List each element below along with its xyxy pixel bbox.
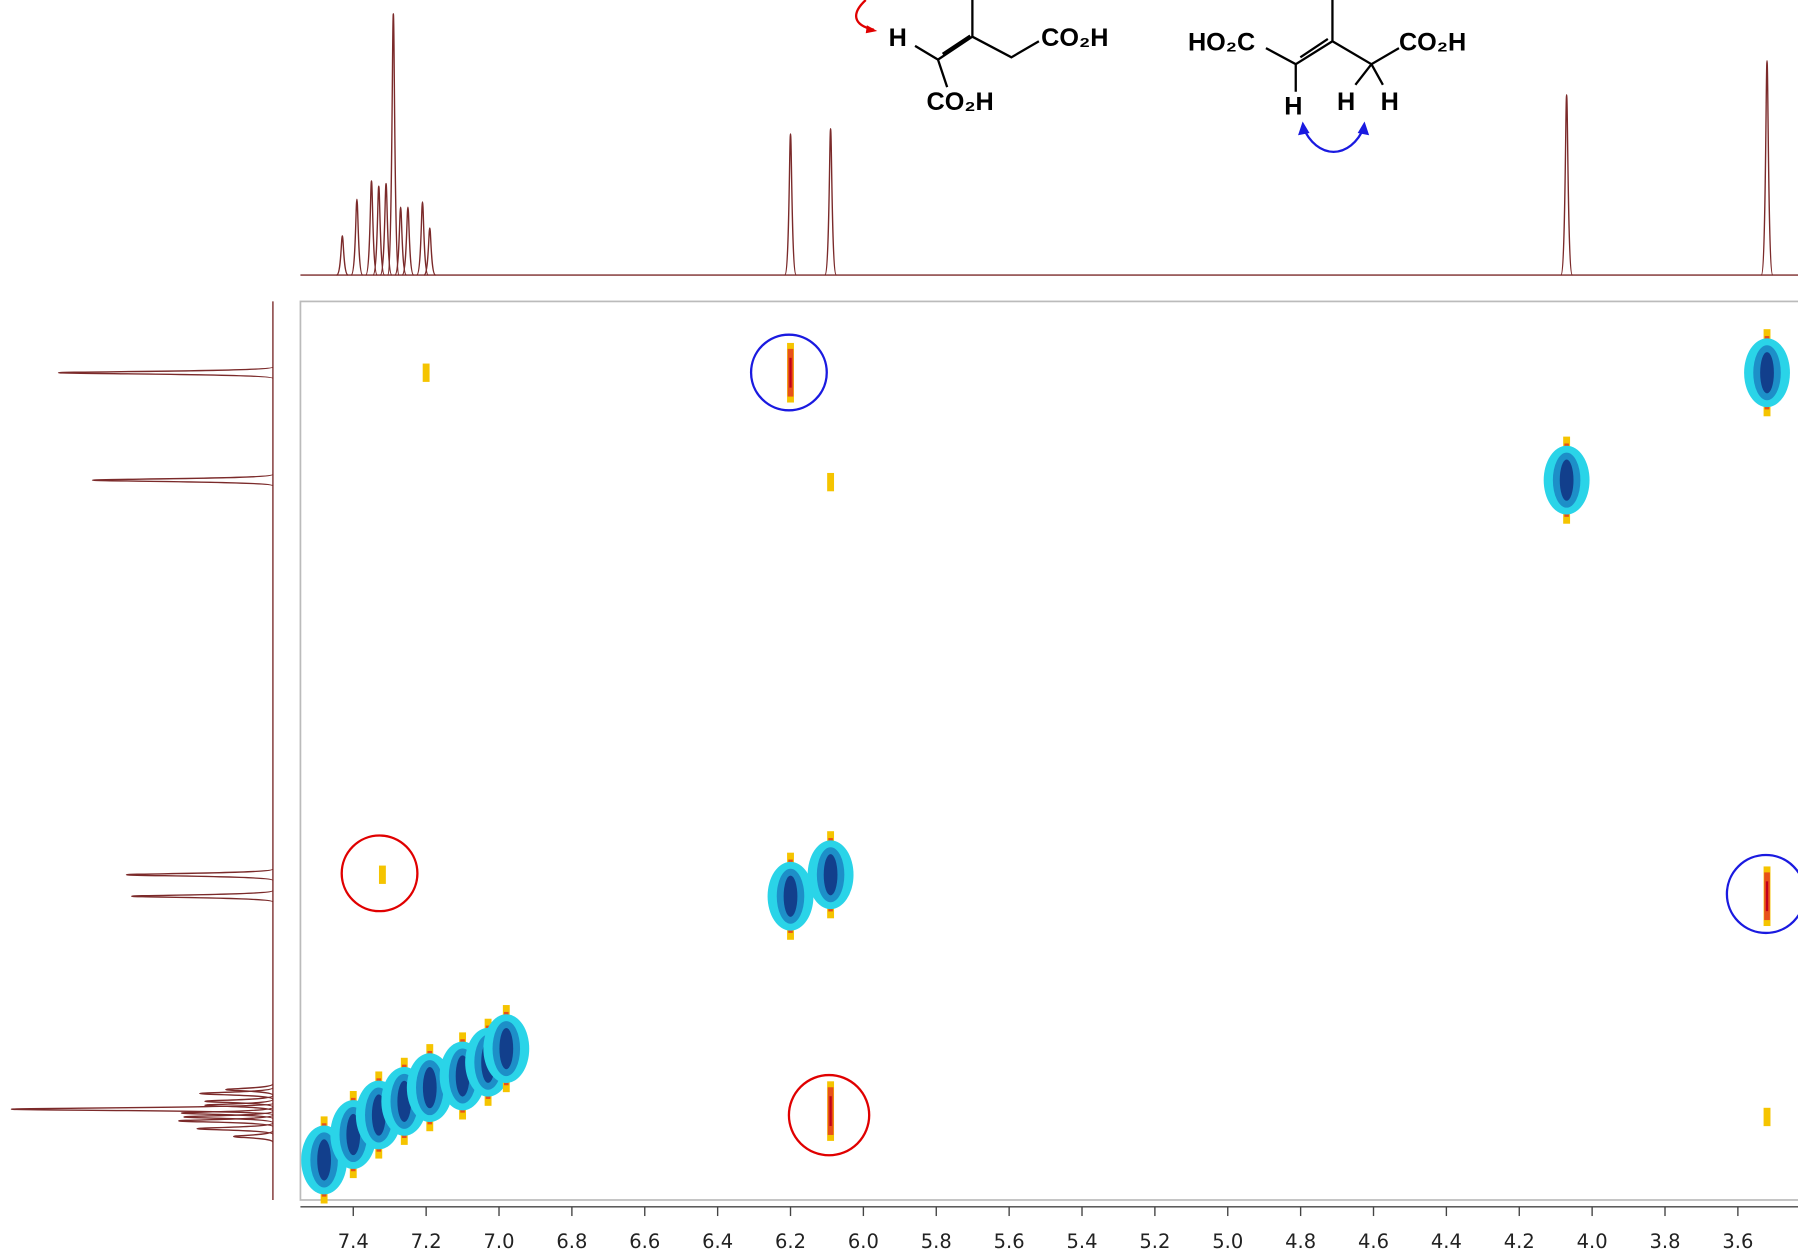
x-tick-label: 4.2 <box>1504 1230 1535 1253</box>
top-projection-peak <box>423 227 437 276</box>
x-tick-label: 7.0 <box>484 1230 515 1253</box>
left-projection-peak <box>178 1114 274 1128</box>
x-tick-label: 4.0 <box>1577 1230 1608 1253</box>
x-tick-label: 6.2 <box>775 1230 806 1253</box>
peaks-layer <box>301 329 1790 1204</box>
atom-label: H <box>1381 88 1399 116</box>
top-projection-peak <box>416 201 429 276</box>
peak-core <box>422 1067 437 1109</box>
cross-peak <box>422 363 430 382</box>
peak-core <box>1559 459 1574 501</box>
diagonal-peak <box>767 852 814 940</box>
left-projection-peak <box>91 473 274 487</box>
atom-label: CO₂H <box>1041 24 1108 52</box>
arrowhead <box>1298 121 1370 136</box>
left-projection-peak <box>10 1102 274 1116</box>
arrow <box>1301 125 1366 153</box>
peak-edge <box>827 472 835 492</box>
cross-peak <box>827 472 835 492</box>
diagonal-peak <box>807 831 854 919</box>
atom-label: H <box>1284 93 1302 121</box>
peak-core <box>317 1139 331 1181</box>
top-projection-peak <box>401 206 415 276</box>
noe-circle <box>340 834 419 913</box>
noe-circle <box>1725 853 1798 935</box>
peak-core <box>829 1096 832 1127</box>
left-projection-peak <box>196 1122 274 1136</box>
left-projection-peak <box>199 1087 274 1100</box>
top-projection-peak <box>394 206 408 276</box>
atom-label: HO₂C <box>1188 28 1255 56</box>
left-projection-peak <box>180 1106 274 1120</box>
top-projection-peak <box>365 180 378 276</box>
plot-frame <box>299 300 1798 1201</box>
atom-label: CO₂H <box>1399 28 1466 56</box>
cross-peak <box>1763 866 1771 927</box>
left-projection-peak <box>57 366 274 380</box>
top-projection-peak <box>379 182 393 276</box>
x-tick-label: 5.0 <box>1212 1230 1243 1253</box>
arrowhead <box>865 25 878 34</box>
top-projection-peak <box>824 128 837 276</box>
bonds <box>1265 0 1400 92</box>
left-projection-peak <box>204 1098 274 1112</box>
cross-peak <box>378 865 386 884</box>
x-tick-label: 4.6 <box>1358 1230 1389 1253</box>
x-tick-label: 4.4 <box>1431 1230 1462 1253</box>
noe-circle <box>749 333 828 412</box>
top-projection-peak <box>1760 60 1774 276</box>
structures: H CO₂H CO₂H HO₂C CO₂H H H H <box>855 0 1466 153</box>
top-projection-peak <box>784 133 797 276</box>
noe-circle <box>787 1073 871 1157</box>
peak-edge <box>378 865 386 884</box>
top-projection-peak <box>372 185 386 276</box>
left-projection-peak <box>204 1094 274 1108</box>
peak-edge <box>422 363 430 382</box>
peak-core <box>783 875 798 917</box>
peak-edge <box>1763 1107 1771 1127</box>
annotations <box>340 333 1798 1157</box>
top-projection-peak <box>335 235 349 276</box>
x-tick-label: 5.4 <box>1067 1230 1098 1253</box>
x-tick-label: 5.2 <box>1139 1230 1170 1253</box>
x-tick-label: 6.4 <box>702 1230 733 1253</box>
x-tick-label: 4.8 <box>1285 1230 1316 1253</box>
peak-core <box>1765 881 1769 912</box>
x-tick-label: 7.2 <box>411 1230 442 1253</box>
top-projection-peak <box>1560 94 1574 276</box>
atom-label: CO₂H <box>927 88 994 116</box>
cross-peak <box>1763 1107 1771 1127</box>
left-projection-peak <box>233 1130 274 1143</box>
cross-peak <box>787 342 794 403</box>
x-tick-label: 6.8 <box>556 1230 587 1253</box>
left-projection-peak <box>183 1110 274 1124</box>
x-tick-label: 6.6 <box>629 1230 660 1253</box>
x-tick-label: 5.6 <box>994 1230 1025 1253</box>
peak-core <box>499 1027 514 1070</box>
atom-label: H <box>889 24 907 52</box>
left-projection-peak <box>131 889 274 903</box>
x-tick-label: 5.8 <box>921 1230 952 1253</box>
peak-core <box>1760 352 1774 394</box>
atom-label: H <box>1337 88 1355 116</box>
bonds <box>914 0 1040 88</box>
left-projection-peak <box>225 1083 274 1097</box>
x-tick-label: 3.8 <box>1650 1230 1681 1253</box>
x-tick-label: 3.6 <box>1722 1230 1753 1253</box>
cross-peak <box>827 1081 835 1141</box>
left-projection-peak <box>125 868 274 882</box>
diagonal-peak <box>483 1005 530 1093</box>
arrow <box>855 0 875 31</box>
peak-core <box>823 854 838 896</box>
peak-core <box>789 357 792 388</box>
top-projection-peak <box>350 198 364 276</box>
x-tick-label: 7.4 <box>338 1230 369 1253</box>
diagonal-peak <box>1543 436 1590 524</box>
top-projection-peak <box>386 13 400 276</box>
x-tick-label: 6.0 <box>848 1230 879 1253</box>
diagonal-peak <box>1744 329 1790 417</box>
